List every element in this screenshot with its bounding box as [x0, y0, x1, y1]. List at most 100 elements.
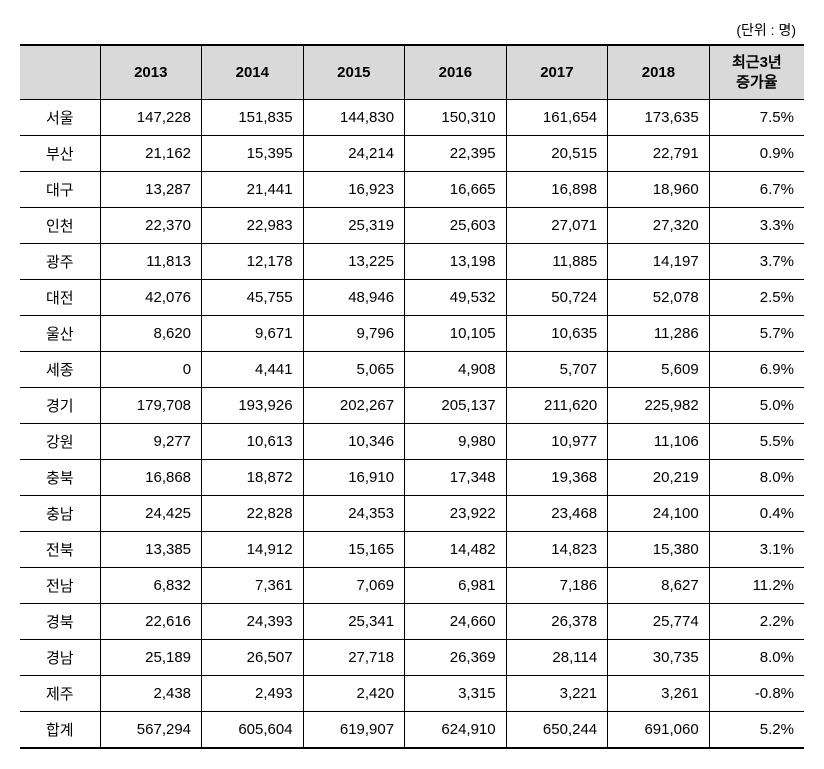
data-cell: 4,908 [405, 352, 507, 388]
data-cell: 16,898 [506, 172, 608, 208]
table-row: 강원9,27710,61310,3469,98010,97711,1065.5% [20, 424, 804, 460]
data-cell: 151,835 [202, 100, 304, 136]
row-label: 강원 [20, 424, 100, 460]
data-cell: 6,832 [100, 568, 202, 604]
table-row: 전남6,8327,3617,0696,9817,1868,62711.2% [20, 568, 804, 604]
header-2015: 2015 [303, 45, 405, 100]
data-cell: 9,277 [100, 424, 202, 460]
data-cell: 22,395 [405, 136, 507, 172]
header-2017: 2017 [506, 45, 608, 100]
data-cell: 25,319 [303, 208, 405, 244]
row-label: 전북 [20, 532, 100, 568]
data-cell: 691,060 [608, 712, 710, 749]
data-cell: 13,198 [405, 244, 507, 280]
data-cell: 13,287 [100, 172, 202, 208]
data-cell: 650,244 [506, 712, 608, 749]
data-cell: 22,791 [608, 136, 710, 172]
data-cell: 3,261 [608, 676, 710, 712]
data-cell: 567,294 [100, 712, 202, 749]
data-cell: 15,380 [608, 532, 710, 568]
data-cell: 3,221 [506, 676, 608, 712]
header-2013: 2013 [100, 45, 202, 100]
row-label: 충북 [20, 460, 100, 496]
data-cell: 2.5% [709, 280, 804, 316]
data-cell: 619,907 [303, 712, 405, 749]
data-cell: 3,315 [405, 676, 507, 712]
data-cell: 8.0% [709, 640, 804, 676]
data-cell: 16,910 [303, 460, 405, 496]
table-row: 경북22,61624,39325,34124,66026,37825,7742.… [20, 604, 804, 640]
data-cell: 5,609 [608, 352, 710, 388]
header-2018: 2018 [608, 45, 710, 100]
header-2014: 2014 [202, 45, 304, 100]
table-row: 인천22,37022,98325,31925,60327,07127,3203.… [20, 208, 804, 244]
data-cell: 27,320 [608, 208, 710, 244]
table-row: 울산8,6209,6719,79610,10510,63511,2865.7% [20, 316, 804, 352]
data-cell: 202,267 [303, 388, 405, 424]
row-label: 제주 [20, 676, 100, 712]
table-row: 합계567,294605,604619,907624,910650,244691… [20, 712, 804, 749]
data-cell: 52,078 [608, 280, 710, 316]
data-cell: 225,982 [608, 388, 710, 424]
row-label: 경남 [20, 640, 100, 676]
data-cell: 0.9% [709, 136, 804, 172]
data-cell: 150,310 [405, 100, 507, 136]
data-cell: 8,627 [608, 568, 710, 604]
data-cell: 25,189 [100, 640, 202, 676]
data-cell: 21,162 [100, 136, 202, 172]
data-cell: 14,912 [202, 532, 304, 568]
data-cell: 10,105 [405, 316, 507, 352]
data-cell: 14,823 [506, 532, 608, 568]
data-cell: 12,178 [202, 244, 304, 280]
data-cell: 5.2% [709, 712, 804, 749]
data-cell: 24,425 [100, 496, 202, 532]
data-cell: 10,977 [506, 424, 608, 460]
data-cell: 18,960 [608, 172, 710, 208]
data-cell: 24,214 [303, 136, 405, 172]
data-cell: 24,353 [303, 496, 405, 532]
data-cell: 10,613 [202, 424, 304, 460]
data-cell: 30,735 [608, 640, 710, 676]
data-cell: 14,197 [608, 244, 710, 280]
data-cell: 9,796 [303, 316, 405, 352]
data-cell: 9,980 [405, 424, 507, 460]
data-cell: 22,616 [100, 604, 202, 640]
data-cell: 7,361 [202, 568, 304, 604]
unit-label: (단위 : 명) [20, 20, 804, 40]
data-cell: 2,493 [202, 676, 304, 712]
data-cell: 6.7% [709, 172, 804, 208]
data-cell: 23,468 [506, 496, 608, 532]
data-cell: 49,532 [405, 280, 507, 316]
data-cell: 205,137 [405, 388, 507, 424]
data-cell: 25,603 [405, 208, 507, 244]
data-cell: 15,395 [202, 136, 304, 172]
data-cell: 48,946 [303, 280, 405, 316]
row-label: 충남 [20, 496, 100, 532]
data-cell: 211,620 [506, 388, 608, 424]
data-cell: 26,378 [506, 604, 608, 640]
data-cell: 25,341 [303, 604, 405, 640]
row-label: 대전 [20, 280, 100, 316]
header-growth-rate: 최근3년증가율 [709, 45, 804, 100]
table-row: 전북13,38514,91215,16514,48214,82315,3803.… [20, 532, 804, 568]
row-label: 대구 [20, 172, 100, 208]
header-2016: 2016 [405, 45, 507, 100]
data-cell: 2,438 [100, 676, 202, 712]
table-row: 제주2,4382,4932,4203,3153,2213,261-0.8% [20, 676, 804, 712]
data-cell: 15,165 [303, 532, 405, 568]
row-label: 광주 [20, 244, 100, 280]
data-cell: 144,830 [303, 100, 405, 136]
table-row: 부산21,16215,39524,21422,39520,51522,7910.… [20, 136, 804, 172]
data-cell: 3.3% [709, 208, 804, 244]
data-cell: 6.9% [709, 352, 804, 388]
table-row: 충북16,86818,87216,91017,34819,36820,2198.… [20, 460, 804, 496]
row-label: 경기 [20, 388, 100, 424]
data-cell: 5.5% [709, 424, 804, 460]
data-cell: 13,225 [303, 244, 405, 280]
data-cell: 24,393 [202, 604, 304, 640]
data-cell: 26,369 [405, 640, 507, 676]
data-cell: 10,346 [303, 424, 405, 460]
data-cell: 26,507 [202, 640, 304, 676]
data-cell: 16,868 [100, 460, 202, 496]
data-cell: 3.7% [709, 244, 804, 280]
